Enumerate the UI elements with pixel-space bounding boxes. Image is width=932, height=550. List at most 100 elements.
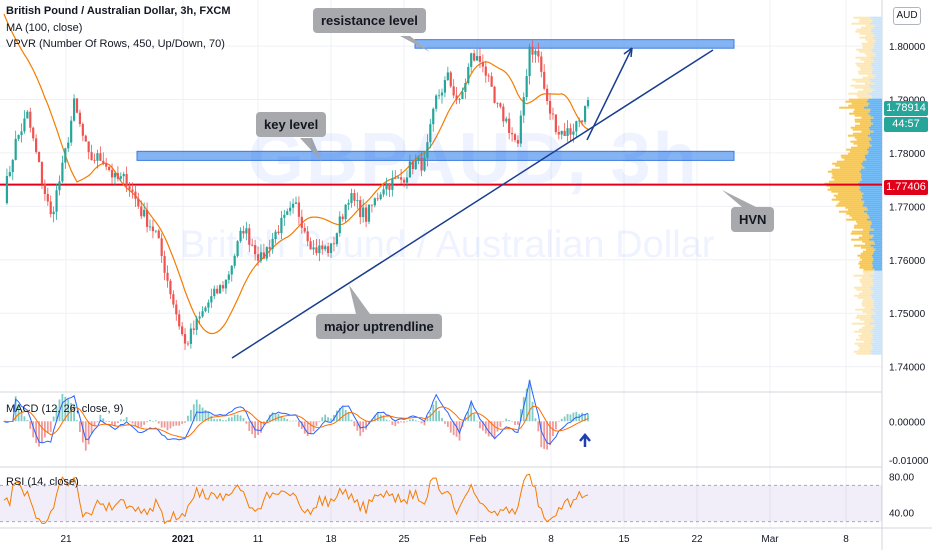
candle-body [548, 100, 552, 114]
vpvr-row-up [870, 56, 882, 59]
candle-body [318, 245, 321, 254]
vpvr-row-up [860, 176, 882, 179]
macd-histogram-bar [528, 379, 531, 422]
candle-body [116, 173, 119, 179]
macd-histogram-bar [584, 414, 586, 422]
vpvr-row-up [872, 20, 882, 23]
vpvr-row-down [862, 298, 874, 301]
vpvr-row-down [858, 262, 873, 265]
vpvr-row-down [851, 22, 870, 25]
currency-badge[interactable]: AUD [893, 7, 921, 25]
macd-histogram-bar [274, 414, 277, 422]
macd-histogram-bar [318, 421, 321, 423]
macd-histogram-bar [423, 421, 426, 426]
key-level-callout[interactable]: key level [256, 112, 327, 137]
candle-body [525, 76, 528, 98]
candle-body [198, 316, 201, 319]
macd-histogram-bar [70, 402, 73, 422]
vpvr-row-up [864, 154, 882, 157]
candle-body [160, 238, 163, 256]
vpvr-row-up [872, 256, 882, 259]
vpvr-row-down [858, 334, 873, 337]
vpvr-row-up [873, 282, 882, 285]
vpvr-row-down [856, 64, 872, 67]
vpvr-row-up [874, 320, 882, 323]
macd-histogram-bar [438, 410, 440, 422]
vpvr-row-up [861, 162, 882, 165]
macd-histogram-bar [233, 414, 236, 422]
candle-body [373, 198, 376, 206]
price-tick-label: 1.78000 [889, 149, 926, 160]
macd-histogram-bar [394, 421, 397, 427]
macd-histogram-bar [29, 421, 32, 429]
macd-legend[interactable]: MACD (12, 26, close, 9) [6, 403, 124, 415]
candle-body [64, 148, 67, 163]
macd-histogram-bar [283, 417, 286, 422]
macd-histogram-bar [347, 411, 350, 422]
candle-body [417, 157, 420, 161]
vpvr-row-up [867, 208, 882, 211]
macd-histogram-bar [251, 421, 254, 435]
vpvr-row-down [828, 180, 860, 183]
macd-histogram-bar [163, 421, 166, 428]
macd-histogram-bar [403, 421, 405, 423]
rsi-legend[interactable]: RSI (14, close) [6, 476, 79, 488]
resistance-level-callout[interactable]: resistance level [313, 8, 426, 33]
vpvr-row-down [855, 30, 871, 33]
vpvr-row-up [870, 62, 882, 65]
uptrendline-callout[interactable]: major uptrendline [316, 314, 442, 339]
candle-body [134, 191, 137, 199]
macd-histogram-bar [41, 421, 43, 443]
vpvr-row-down [859, 278, 873, 281]
candle-body [289, 207, 292, 212]
candles [5, 40, 590, 351]
vpvr-row-down [827, 170, 860, 173]
vpvr-row-down [864, 52, 875, 55]
vpvr-row-down [862, 234, 874, 237]
macd-histogram-bar [114, 421, 116, 427]
candle-body [420, 157, 423, 171]
vpvr-row-down [865, 38, 875, 41]
macd-histogram-bar [330, 418, 332, 422]
vpvr-row-up [866, 148, 882, 151]
candle-body [183, 334, 187, 344]
vpvr-row-up [872, 262, 882, 265]
vpvr-row-up [864, 106, 882, 109]
vpvr-row-up [866, 206, 882, 209]
vpvr-row-down [865, 24, 876, 27]
macd-histogram-bar [473, 414, 476, 422]
candle-body [327, 246, 330, 254]
vpvr-row-down [860, 122, 873, 125]
candle-body [175, 304, 178, 315]
vpvr-row-down [852, 78, 870, 81]
vpvr-row-up [874, 306, 882, 309]
vpvr-row-up [869, 132, 882, 135]
vpvr-legend[interactable]: VPVR (Number Of Rows, 450, Up/Down, 70) [6, 38, 225, 50]
vpvr-row-down [863, 268, 875, 271]
vpvr-row-down [864, 320, 875, 323]
vpvr-row-up [873, 332, 882, 335]
vpvr-row-up [873, 310, 882, 313]
candle-body [528, 46, 531, 77]
candle-body [102, 160, 105, 164]
vpvr-row-down [866, 54, 876, 57]
vpvr-row-down [866, 312, 876, 315]
macd-histogram-bar [102, 418, 105, 422]
ma-legend[interactable]: MA (100, close) [6, 22, 83, 34]
hvn-callout[interactable]: HVN [731, 207, 775, 232]
vpvr-row-up [868, 126, 882, 129]
vpvr-row-up [871, 94, 882, 97]
vpvr-row-down [860, 252, 874, 255]
vpvr-row-down [858, 236, 873, 239]
vpvr-row-down [835, 196, 863, 199]
candle-body [128, 186, 131, 190]
macd-histogram-bar [146, 421, 148, 423]
macd-histogram-bar [184, 421, 186, 423]
vpvr-row-down [857, 222, 872, 225]
symbol-legend[interactable]: British Pound / Australian Dollar, 3h, F… [6, 5, 231, 17]
candle-body [563, 130, 566, 136]
vpvr-row-up [870, 316, 882, 319]
vpvr-row-down [862, 46, 874, 49]
candle-body [470, 53, 473, 67]
